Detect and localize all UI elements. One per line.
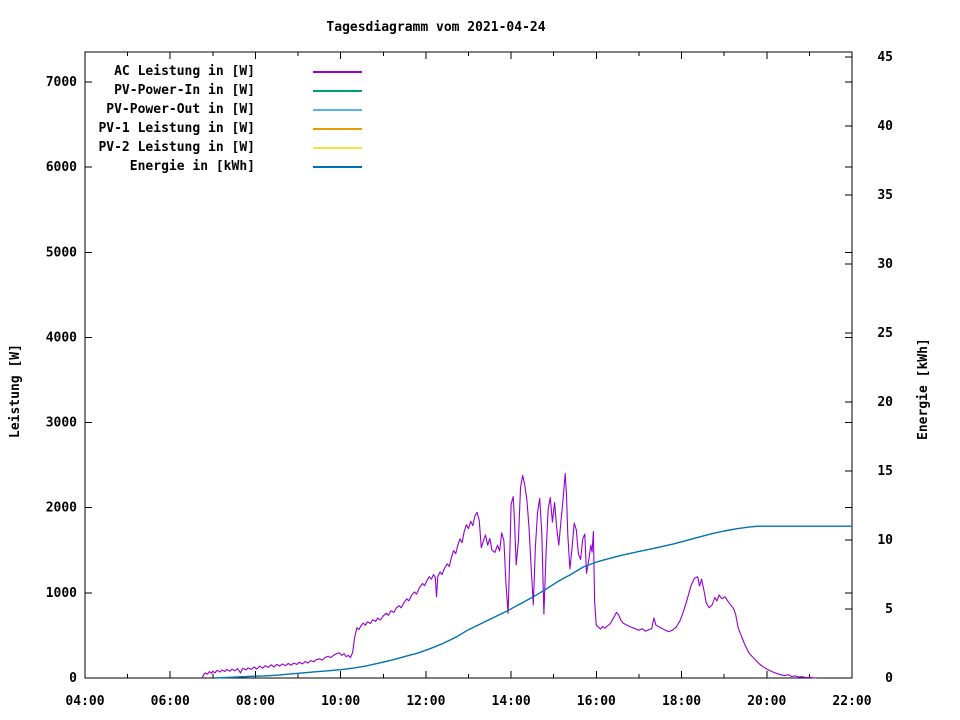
- y-axis-label-right: Energie [kWh]: [916, 338, 931, 440]
- legend-label: Energie in [kWh]: [129, 159, 255, 174]
- legend-label: PV-Power-In in [W]: [114, 83, 255, 98]
- legend-item: PV-Power-In in [W]: [85, 81, 362, 100]
- legend-line-sample: [313, 108, 362, 111]
- y-left-tick-label: 2000: [46, 501, 77, 516]
- x-tick-label: 18:00: [662, 694, 701, 709]
- x-tick-label: 16:00: [577, 694, 616, 709]
- chart-title: Tagesdiagramm vom 2021-04-24: [326, 20, 546, 35]
- x-tick-label: 06:00: [151, 694, 190, 709]
- legend-item: Energie in [kWh]: [85, 157, 362, 176]
- x-tick-label: 20:00: [747, 694, 786, 709]
- ac-power-line: [201, 473, 817, 679]
- y-left-tick-label: 4000: [46, 330, 77, 345]
- legend-item: PV-2 Leistung in [W]: [85, 138, 362, 157]
- legend-label: PV-1 Leistung in [W]: [98, 121, 255, 136]
- y-right-tick-label: 35: [877, 188, 893, 203]
- legend-item: AC Leistung in [W]: [85, 62, 362, 81]
- x-tick-label: 12:00: [406, 694, 445, 709]
- y-right-tick-label: 15: [877, 464, 893, 479]
- y-right-tick-label: 25: [877, 326, 893, 341]
- y-right-tick-label: 45: [877, 50, 893, 65]
- energy-line: [214, 525, 852, 679]
- y-right-tick-label: 30: [877, 257, 893, 272]
- y-left-tick-label: 7000: [46, 75, 77, 90]
- x-tick-label: 10:00: [321, 694, 360, 709]
- legend-line-sample: [313, 89, 362, 92]
- x-tick-label: 04:00: [65, 694, 104, 709]
- x-tick-label: 22:00: [832, 694, 871, 709]
- legend: AC Leistung in [W] PV-Power-In in [W] PV…: [85, 62, 362, 176]
- legend-line-sample: [313, 146, 362, 149]
- y-left-tick-label: 0: [69, 671, 77, 686]
- x-tick-label: 14:00: [492, 694, 531, 709]
- y-right-tick-label: 10: [877, 533, 893, 548]
- legend-item: PV-1 Leistung in [W]: [85, 119, 362, 138]
- legend-line-sample: [313, 165, 362, 168]
- y-axis-label-left: Leistung [W]: [8, 344, 23, 438]
- y-right-tick-label: 0: [885, 671, 893, 686]
- y-left-tick-label: 1000: [46, 586, 77, 601]
- legend-line-sample: [313, 127, 362, 130]
- legend-item: PV-Power-Out in [W]: [85, 100, 362, 119]
- legend-label: PV-Power-Out in [W]: [106, 102, 255, 117]
- y-left-tick-label: 6000: [46, 160, 77, 175]
- y-left-tick-label: 3000: [46, 416, 77, 431]
- legend-label: PV-2 Leistung in [W]: [98, 140, 255, 155]
- y-right-tick-label: 40: [877, 119, 893, 134]
- x-tick-label: 08:00: [236, 694, 275, 709]
- legend-line-sample: [313, 70, 362, 73]
- legend-label: AC Leistung in [W]: [114, 64, 255, 79]
- y-right-tick-label: 20: [877, 395, 893, 410]
- y-left-tick-label: 5000: [46, 245, 77, 260]
- y-right-tick-label: 5: [885, 602, 893, 617]
